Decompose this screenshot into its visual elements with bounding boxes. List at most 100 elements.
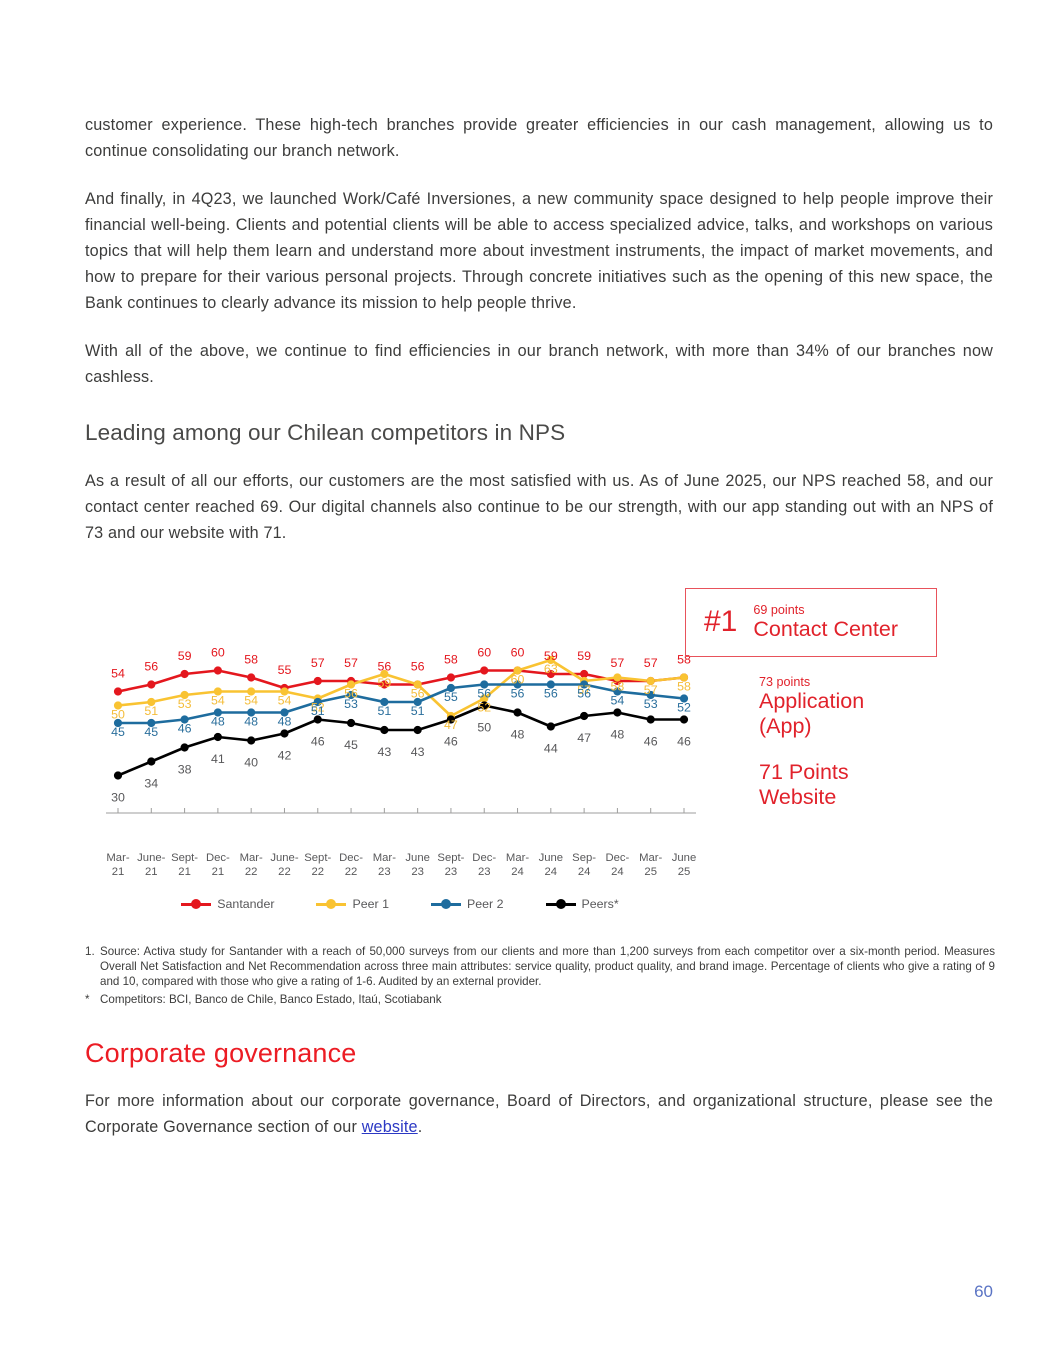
x-axis-tick-label: June 23 <box>405 852 430 878</box>
body-content: customer experience. These high-tech bra… <box>85 112 993 568</box>
chart-value-label: 51 <box>411 704 425 718</box>
legend-item-peer-1[interactable]: Peer 1 <box>316 897 389 911</box>
callout-points-0: 69 points <box>753 603 805 617</box>
chart-plot-area: 54 56 59 60 58 55 57 57 56 56 58 60 60 59 59 57 57 58 50 51… <box>100 585 700 850</box>
callout-label-1: Application (App) <box>759 689 985 738</box>
chart-value-label: 54 <box>244 694 258 708</box>
legend-label: Peer 2 <box>466 897 504 911</box>
chart-value-label: 56 <box>411 660 425 674</box>
callout-application: 73 points Application (App) <box>759 675 985 738</box>
legend-swatch-icon <box>316 898 347 910</box>
chart-value-label: 56 <box>377 660 391 674</box>
legend-item-peer-2[interactable]: Peer 2 <box>430 897 504 911</box>
chart-value-label: 55 <box>278 663 292 677</box>
chart-value-label: 46 <box>311 735 325 749</box>
chart-value-label: 43 <box>377 745 391 759</box>
chart-value-label: 56 <box>411 687 425 701</box>
chart-value-label: 58 <box>677 680 691 694</box>
callout-contact-center: #1 69 points Contact Center <box>685 588 937 657</box>
page-number: 60 <box>974 1282 993 1301</box>
legend-swatch-icon <box>430 898 461 910</box>
chart-value-label: 52 <box>311 701 325 715</box>
chart-value-label: 47 <box>577 731 591 745</box>
legend-label: Santander <box>217 897 275 911</box>
chart-value-label: 57 <box>344 656 358 670</box>
governance-text-after: . <box>417 1118 423 1136</box>
x-axis-tick-label: Mar- 22 <box>239 852 263 878</box>
governance-heading-wrap: Corporate governance <box>85 1038 995 1069</box>
chart-value-label: 48 <box>244 715 258 729</box>
x-axis-tick-label: Mar- 23 <box>372 852 396 878</box>
footnote-2-marker: * <box>85 992 90 1006</box>
x-axis-tick-label: June 25 <box>671 852 697 878</box>
legend-item-peers[interactable]: Peers* <box>545 897 619 911</box>
chart-value-label: 40 <box>244 756 258 770</box>
chart-value-label: 46 <box>677 735 691 749</box>
callout-label-0: Contact Center <box>753 617 898 642</box>
chart-value-label: 55 <box>444 690 458 704</box>
chart-value-label: 46 <box>644 735 658 749</box>
chart-value-label: 59 <box>178 649 192 663</box>
section-heading-nps: Leading among our Chilean competitors in… <box>85 420 566 445</box>
chart-value-label: 60 <box>211 646 225 660</box>
callout-label-1-line1: Application <box>759 689 865 714</box>
chart-value-label: 46 <box>178 722 192 736</box>
chart-value-label: 44 <box>544 742 558 756</box>
website-link[interactable]: website <box>361 1118 418 1136</box>
chart-value-label: 53 <box>344 697 358 711</box>
chart-value-label: 30 <box>111 791 125 805</box>
chart-value-label: 42 <box>278 749 292 763</box>
chart-value-label: 56 <box>511 687 525 701</box>
legend-item-santander[interactable]: Santander <box>181 897 274 911</box>
x-axis-tick-label: Sept- 22 <box>304 852 332 878</box>
footnote-2-text: Competitors: BCI, Banco de Chile, Banco … <box>100 992 442 1006</box>
nps-callout: #1 69 points Contact Center 73 points Ap… <box>685 588 985 809</box>
chart-value-label: 48 <box>278 715 292 729</box>
governance-text-before: For more information about our corporate… <box>85 1092 993 1136</box>
chart-value-label: 45 <box>344 738 358 752</box>
chart-value-label: 56 <box>344 687 358 701</box>
chart-value-label: 50 <box>477 721 491 735</box>
chart-x-axis: Mar- 21 June- 21 Sept- 21 Dec- 21 Mar- 22 June- 22 S… <box>100 847 700 889</box>
chart-value-label: 54 <box>611 694 625 708</box>
paragraph-3: With all of the above, we continue to fi… <box>85 342 993 386</box>
paragraph-1: customer experience. These high-tech bra… <box>85 116 993 160</box>
chart-value-label: 53 <box>178 697 192 711</box>
chart-value-label: 43 <box>411 745 425 759</box>
x-axis-tick-label: Dec- 22 <box>339 852 363 878</box>
chart-value-label: 34 <box>144 777 158 791</box>
chart-legend: Santander Peer 1 Peer 2 Peers* <box>100 897 700 911</box>
x-axis-tick-label: Mar- 24 <box>505 852 530 878</box>
paragraph-2: And finally, in 4Q23, we launched Work/C… <box>85 190 993 312</box>
chart-value-label: 38 <box>178 763 192 777</box>
x-axis-tick-label: Sept- 21 <box>171 852 199 878</box>
chart-value-label: 51 <box>144 704 158 718</box>
chart-value-label: 45 <box>144 725 158 739</box>
chart-value-label: 60 <box>511 646 525 660</box>
chart-value-label: 57 <box>311 656 325 670</box>
chart-value-label: 51 <box>377 704 391 718</box>
chart-value-label: 52 <box>677 701 691 715</box>
chart-value-label: 57 <box>577 683 591 697</box>
x-axis-tick-label: Sept- 23 <box>437 852 465 878</box>
nps-line-chart: 54 56 59 60 58 55 57 57 56 56 58 60 60 59 59 57 57 58 50 51… <box>100 585 700 930</box>
chart-value-label: 63 <box>544 662 558 676</box>
footnote-1-marker: 1. <box>85 945 95 958</box>
chart-value-label: 46 <box>444 735 458 749</box>
chart-value-label: 58 <box>611 680 625 694</box>
x-axis-tick-label: Dec- 23 <box>472 852 497 878</box>
chart-value-label: 60 <box>477 646 491 660</box>
callout-label-2: Website <box>759 784 837 809</box>
chart-value-label: 48 <box>211 715 225 729</box>
paragraph-nps-intro: As a result of all our efforts, our cust… <box>85 472 993 542</box>
legend-label: Peer 1 <box>352 897 389 911</box>
chart-value-label: 56 <box>577 687 591 701</box>
x-axis-tick-label: June- 22 <box>270 852 299 878</box>
legend-swatch-icon <box>545 898 576 910</box>
chart-value-label: 58 <box>444 653 458 667</box>
chart-value-label: 54 <box>278 694 292 708</box>
footnote-2: * Competitors: BCI, Banco de Chile, Banc… <box>85 992 995 1007</box>
chart-value-label: 59 <box>544 649 558 663</box>
